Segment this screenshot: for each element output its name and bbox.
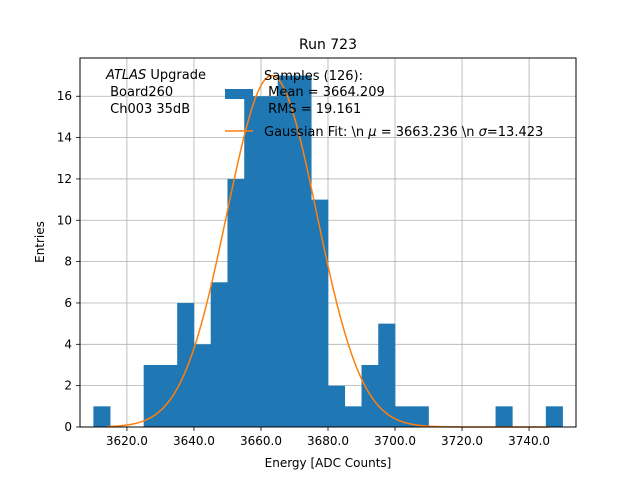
y-tick-label: 0 bbox=[64, 420, 72, 434]
x-tick-label: 3620.0 bbox=[106, 434, 148, 448]
histogram-bar bbox=[160, 364, 178, 427]
y-tick-label: 16 bbox=[57, 89, 72, 103]
histogram-bars bbox=[93, 75, 563, 428]
y-tick-label: 12 bbox=[57, 172, 72, 186]
x-tick-label: 3680.0 bbox=[307, 434, 349, 448]
histogram-bar bbox=[411, 406, 429, 427]
histogram-bar bbox=[361, 364, 379, 427]
legend-histogram-swatch bbox=[225, 89, 253, 99]
y-tick-label: 2 bbox=[64, 379, 72, 393]
histogram-bar bbox=[143, 364, 161, 427]
annotation-line-1: ATLAS Upgrade bbox=[105, 68, 206, 83]
y-axis-label: Entries bbox=[33, 221, 47, 263]
histogram-bar bbox=[177, 302, 195, 427]
legend-histogram-line-1: Samples (126): bbox=[264, 69, 363, 84]
legend: Samples (126): Mean = 3664.209 RMS = 19.… bbox=[225, 69, 543, 140]
legend-fit-sigma: σ bbox=[479, 125, 488, 140]
histogram-bar bbox=[495, 406, 513, 427]
legend-histogram-line-3: RMS = 19.161 bbox=[264, 102, 361, 117]
x-tick-label: 3660.0 bbox=[240, 434, 282, 448]
x-axis-ticks: 3620.0 3640.0 3660.0 3680.0 3700.0 3720.0 3740… bbox=[106, 427, 550, 448]
x-tick-label: 3640.0 bbox=[173, 434, 215, 448]
histogram-bar bbox=[294, 75, 312, 428]
y-tick-label: 10 bbox=[57, 213, 72, 227]
y-axis-ticks: 0 2 4 6 8 10 12 14 16 bbox=[57, 89, 80, 434]
y-tick-label: 6 bbox=[64, 296, 72, 310]
y-tick-label: 4 bbox=[64, 337, 72, 351]
histogram-bar bbox=[277, 75, 295, 428]
histogram-bar bbox=[244, 96, 262, 427]
histogram-bar bbox=[545, 406, 563, 427]
histogram-bar bbox=[344, 406, 362, 427]
atlas-annotation: ATLAS Upgrade Board260 Ch003 35dB bbox=[105, 68, 206, 117]
annotation-atlas: ATLAS bbox=[105, 68, 146, 83]
x-axis-label: Energy [ADC Counts] bbox=[265, 456, 392, 470]
legend-fit-suffix: =13.423 bbox=[487, 125, 543, 140]
histogram-bar bbox=[378, 323, 396, 427]
x-tick-label: 3720.0 bbox=[441, 434, 483, 448]
histogram-bar bbox=[227, 178, 245, 427]
legend-fit-mu: μ bbox=[367, 125, 376, 140]
histogram-bar bbox=[193, 344, 212, 427]
x-tick-label: 3740.0 bbox=[508, 434, 550, 448]
annotation-line-2: Board260 bbox=[106, 85, 173, 100]
legend-fit-label: Gaussian Fit: \n μ = 3663.236 \n σ=13.42… bbox=[264, 125, 543, 140]
histogram-bar bbox=[93, 406, 111, 427]
histogram-bar bbox=[311, 199, 329, 427]
annotation-upgrade: Upgrade bbox=[146, 68, 206, 83]
y-tick-label: 14 bbox=[57, 131, 72, 145]
chart-title: Run 723 bbox=[299, 37, 357, 53]
legend-fit-mid: = 3663.236 \n bbox=[377, 125, 479, 140]
legend-histogram-line-2: Mean = 3664.209 bbox=[264, 85, 385, 100]
histogram-bar bbox=[328, 385, 346, 427]
histogram-bar bbox=[395, 406, 413, 427]
x-tick-label: 3700.0 bbox=[374, 434, 416, 448]
histogram-bar bbox=[260, 96, 279, 427]
legend-fit-prefix: Gaussian Fit: \n bbox=[264, 125, 368, 140]
annotation-line-3: Ch003 35dB bbox=[106, 102, 190, 117]
y-tick-label: 8 bbox=[64, 255, 72, 269]
histogram-bar bbox=[210, 282, 228, 427]
